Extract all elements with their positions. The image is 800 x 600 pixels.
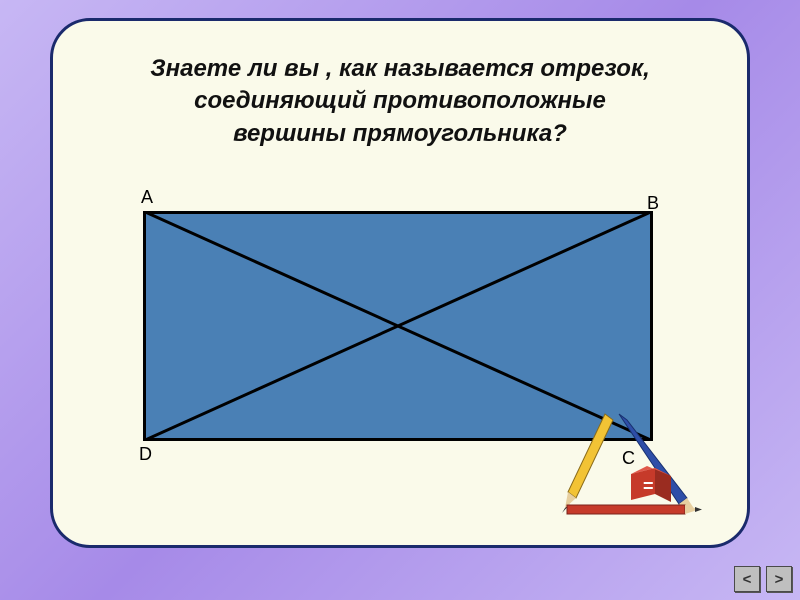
vertex-label-d: D: [139, 444, 152, 465]
question-line-2: соединяющий противоположные: [194, 87, 606, 114]
question-line-3: вершины прямоугольника?: [233, 120, 567, 147]
equals-sign: =: [643, 476, 654, 496]
slide-stage: Знаете ли вы , как называется отрезок, с…: [0, 0, 800, 600]
pencil-yellow-icon: [562, 414, 613, 513]
slide-card: Знаете ли вы , как называется отрезок, с…: [50, 18, 750, 548]
question-text: Знаете ли вы , как называется отрезок, с…: [53, 53, 747, 150]
vertex-label-a: A: [141, 187, 153, 208]
vertex-label-b: B: [647, 193, 659, 214]
pencil-red-icon: [567, 505, 702, 514]
chevron-right-icon: >: [775, 571, 784, 588]
chevron-left-icon: <: [743, 571, 752, 588]
pencils-triangle-icon: =: [559, 406, 709, 521]
question-line-1: Знаете ли вы , как называется отрезок,: [150, 55, 650, 82]
prev-slide-button[interactable]: <: [734, 566, 760, 592]
next-slide-button[interactable]: >: [766, 566, 792, 592]
